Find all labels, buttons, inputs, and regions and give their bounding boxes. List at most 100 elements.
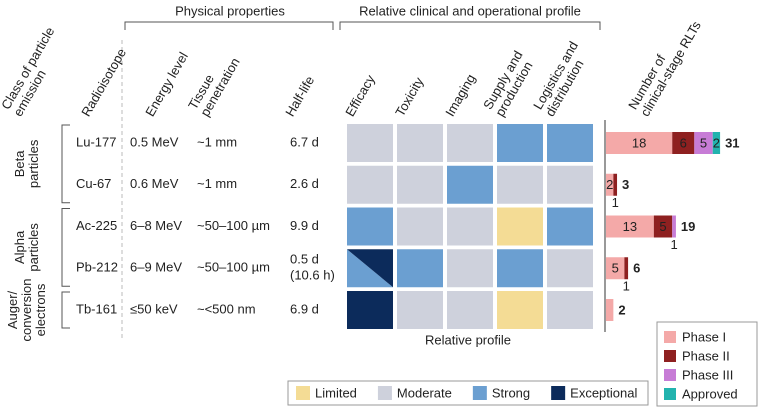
- class-bracket: [61, 208, 70, 287]
- profile-cell: [497, 124, 543, 162]
- half-life: (10.6 h): [290, 268, 335, 283]
- bar-segment: [606, 173, 614, 196]
- radioisotope: Ac-225: [76, 218, 117, 233]
- column-header-group: Toxicity: [393, 74, 428, 119]
- profile-cell: [547, 207, 593, 246]
- profile-cell: [547, 249, 593, 288]
- energy: 0.6 MeV: [130, 176, 179, 191]
- bar-total: 3: [622, 177, 629, 192]
- bar-label: 1: [623, 279, 630, 294]
- bar-segment: [672, 132, 695, 154]
- class-label-line: particles: [26, 223, 41, 272]
- column-header: Tissuepenetration: [185, 48, 243, 119]
- bar-segment: [653, 215, 673, 238]
- profile-cell: [497, 291, 543, 329]
- class-label-line: Auger/: [5, 290, 20, 329]
- bar-total: 19: [681, 219, 695, 234]
- bar-label: 6: [680, 135, 687, 150]
- chart-title: Number ofclinical-stage RLTs: [625, 11, 704, 119]
- bar-total: 6: [633, 261, 640, 276]
- profile-cell: [397, 207, 443, 246]
- bar-label: 13: [623, 219, 637, 234]
- legend-swatch: [377, 386, 392, 400]
- class-label-line: conversion: [19, 279, 34, 342]
- legend-swatch: [664, 350, 676, 362]
- penetration: ~50–100 µm: [197, 260, 270, 275]
- penetration: ~50–100 µm: [197, 218, 270, 233]
- profile-cell: [547, 291, 593, 329]
- bracket: [339, 21, 601, 30]
- energy: 0.5 MeV: [130, 134, 179, 149]
- bar-segment: [672, 215, 676, 238]
- legend-label: Strong: [492, 385, 530, 400]
- legend-box: [287, 380, 649, 406]
- column-header-line: Toxicity: [393, 74, 428, 119]
- column-header-line: Efficacy: [343, 72, 379, 119]
- bar-label: 2: [606, 177, 613, 192]
- class-label-group: Alphaparticles: [12, 223, 41, 272]
- bar-label: 1: [670, 237, 677, 252]
- class-label-line: electrons: [33, 283, 48, 336]
- legend-swatch: [472, 386, 487, 400]
- profile-cell: [447, 249, 493, 288]
- column-header-group: Half-life: [283, 74, 318, 120]
- bar-total: 2: [618, 302, 625, 317]
- energy: 6–9 MeV: [130, 260, 182, 275]
- column-header: Efficacy: [343, 72, 379, 119]
- bar-label: 5: [700, 135, 707, 150]
- half-life: 6.7 d: [290, 134, 319, 149]
- legend-label: Phase I: [682, 329, 726, 344]
- chart-title-group: Number ofclinical-stage RLTs: [625, 11, 704, 119]
- penetration: ~<500 nm: [197, 301, 256, 316]
- profile-cell: [347, 165, 393, 204]
- profile-cell: [397, 249, 443, 288]
- legend-swatch: [551, 386, 566, 400]
- bar-total: 31: [725, 135, 739, 150]
- column-header: Supply andproduction: [480, 48, 538, 119]
- profile-cell: [497, 165, 543, 204]
- column-header-group: Tissuepenetration: [185, 48, 243, 119]
- column-header-line: Energy level: [143, 50, 192, 120]
- bar-segment: [624, 257, 629, 280]
- class-label: Alphaparticles: [12, 223, 41, 272]
- profile-cell: [547, 124, 593, 162]
- profile-cell: [447, 207, 493, 246]
- class-label-group: Auger/conversionelectrons: [5, 279, 48, 342]
- group-header: Physical properties: [175, 3, 285, 18]
- column-header-group: Class of particleemission: [0, 25, 58, 120]
- class-label-line: particles: [26, 139, 41, 188]
- column-header-line: Half-life: [283, 74, 318, 120]
- legend-swatch: [296, 386, 310, 400]
- profile-cell: [497, 249, 543, 288]
- legend-label: Limited: [315, 385, 357, 400]
- column-header: Imaging: [443, 72, 479, 120]
- profile-cell: [447, 165, 493, 204]
- profile-cell: [347, 249, 393, 288]
- column-header-group: Logistics anddistribution: [530, 39, 587, 119]
- legend-swatch: [664, 331, 676, 343]
- class-label-line: Alpha: [12, 230, 27, 264]
- column-header-group: Energy level: [143, 50, 192, 120]
- bar-segment: [694, 132, 713, 154]
- legend-swatch: [664, 388, 676, 400]
- legend-swatch: [664, 369, 676, 381]
- column-header: Half-life: [283, 74, 318, 120]
- penetration: ~1 mm: [197, 176, 237, 191]
- profile-cell: [397, 291, 443, 329]
- bar-segment: [606, 257, 625, 280]
- class-label: Auger/conversionelectrons: [5, 279, 48, 342]
- column-header-line: Imaging: [443, 72, 479, 120]
- penetration: ~1 mm: [197, 134, 237, 149]
- radioisotope: Lu-177: [76, 134, 116, 149]
- legend-label: Moderate: [397, 385, 452, 400]
- profile-cell: [397, 165, 443, 204]
- column-header-group: Supply andproduction: [480, 48, 538, 119]
- profile-cell: [347, 207, 393, 246]
- half-life: 2.6 d: [290, 176, 319, 191]
- bar-label: 5: [659, 219, 666, 234]
- legend-label: Approved: [682, 386, 738, 401]
- profile-cell: [497, 207, 543, 246]
- bar-label: 18: [632, 135, 646, 150]
- class-bracket: [61, 124, 70, 204]
